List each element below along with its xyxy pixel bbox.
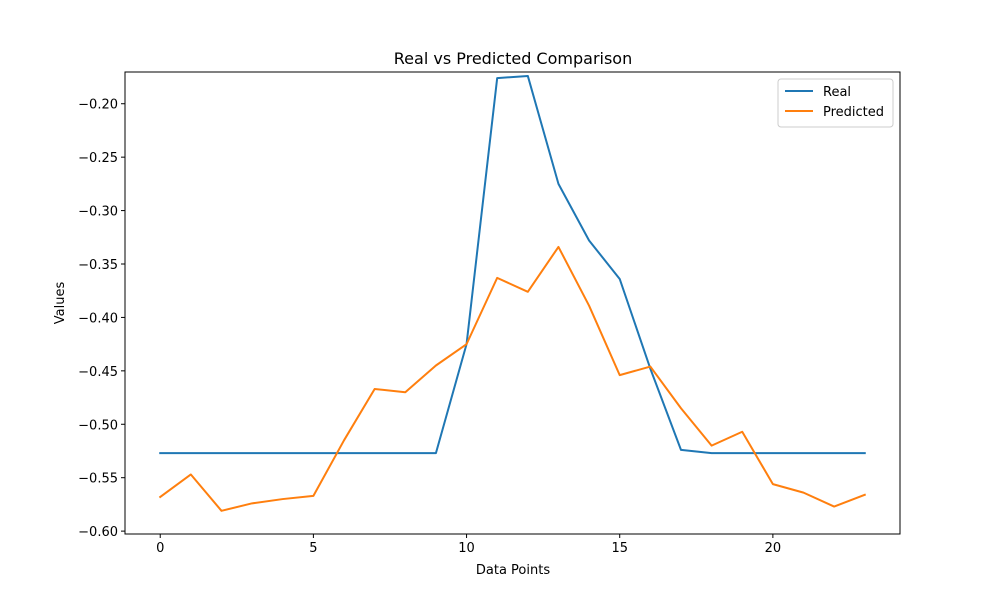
x-tick-label: 15 xyxy=(611,541,628,556)
x-tick-label: 10 xyxy=(458,541,475,556)
y-axis-label: Values xyxy=(53,282,68,325)
legend: Real Predicted xyxy=(777,78,894,128)
y-tick-label: −0.30 xyxy=(78,205,118,220)
x-axis-label: Data Points xyxy=(476,563,550,578)
y-tick-label: −0.20 xyxy=(78,98,118,113)
y-tick-label: −0.35 xyxy=(78,258,118,273)
y-tick-label: −0.60 xyxy=(78,525,118,540)
x-tick-label: 0 xyxy=(156,541,164,556)
x-tick-label: 5 xyxy=(309,541,317,556)
y-axis: −0.60 −0.55 −0.50 −0.45 −0.40 −0.35 −0.30 −0.25… xyxy=(78,98,125,540)
y-tick-label: −0.55 xyxy=(78,472,118,487)
y-tick-label: −0.40 xyxy=(78,311,118,326)
series-line-predicted xyxy=(158,245,867,512)
series-line-real xyxy=(159,74,866,455)
x-tick-label: 20 xyxy=(765,541,782,556)
x-axis: 0 5 10 15 20 xyxy=(156,534,781,556)
y-tick-label: −0.45 xyxy=(78,365,118,380)
legend-label-real: Real xyxy=(823,85,851,100)
chart-title: Real vs Predicted Comparison xyxy=(394,49,632,68)
y-tick-label: −0.25 xyxy=(78,151,118,166)
series-lines xyxy=(158,74,867,512)
legend-label-predicted: Predicted xyxy=(823,105,884,120)
plot-area xyxy=(124,71,901,535)
y-tick-label: −0.50 xyxy=(78,418,118,433)
